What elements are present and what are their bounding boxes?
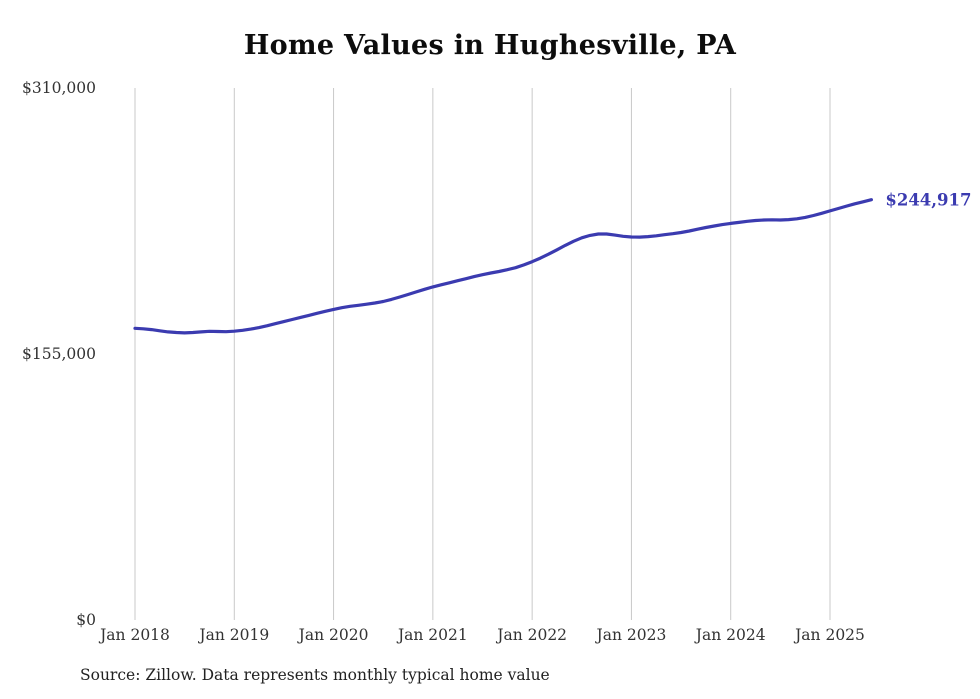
current-value-label: $244,917: [885, 190, 972, 210]
x-tick-label: Jan 2021: [397, 626, 468, 644]
x-tick-label: Jan 2025: [795, 626, 865, 644]
x-tick-label: Jan 2022: [497, 626, 568, 644]
source-note: Source: Zillow. Data represents monthly …: [80, 666, 550, 684]
y-tick-label: $0: [76, 611, 96, 629]
x-tick-label: Jan 2018: [100, 626, 170, 644]
chart-title: Home Values in Hughesville, PA: [243, 30, 737, 61]
y-tick-label: $310,000: [22, 79, 96, 97]
x-tick-label: Jan 2019: [199, 626, 270, 644]
x-tick-label: Jan 2023: [596, 626, 667, 644]
y-tick-label: $155,000: [22, 345, 96, 363]
x-tick-label: Jan 2020: [298, 626, 369, 644]
home-value-line: [133, 198, 874, 335]
x-tick-label: Jan 2024: [695, 626, 766, 644]
